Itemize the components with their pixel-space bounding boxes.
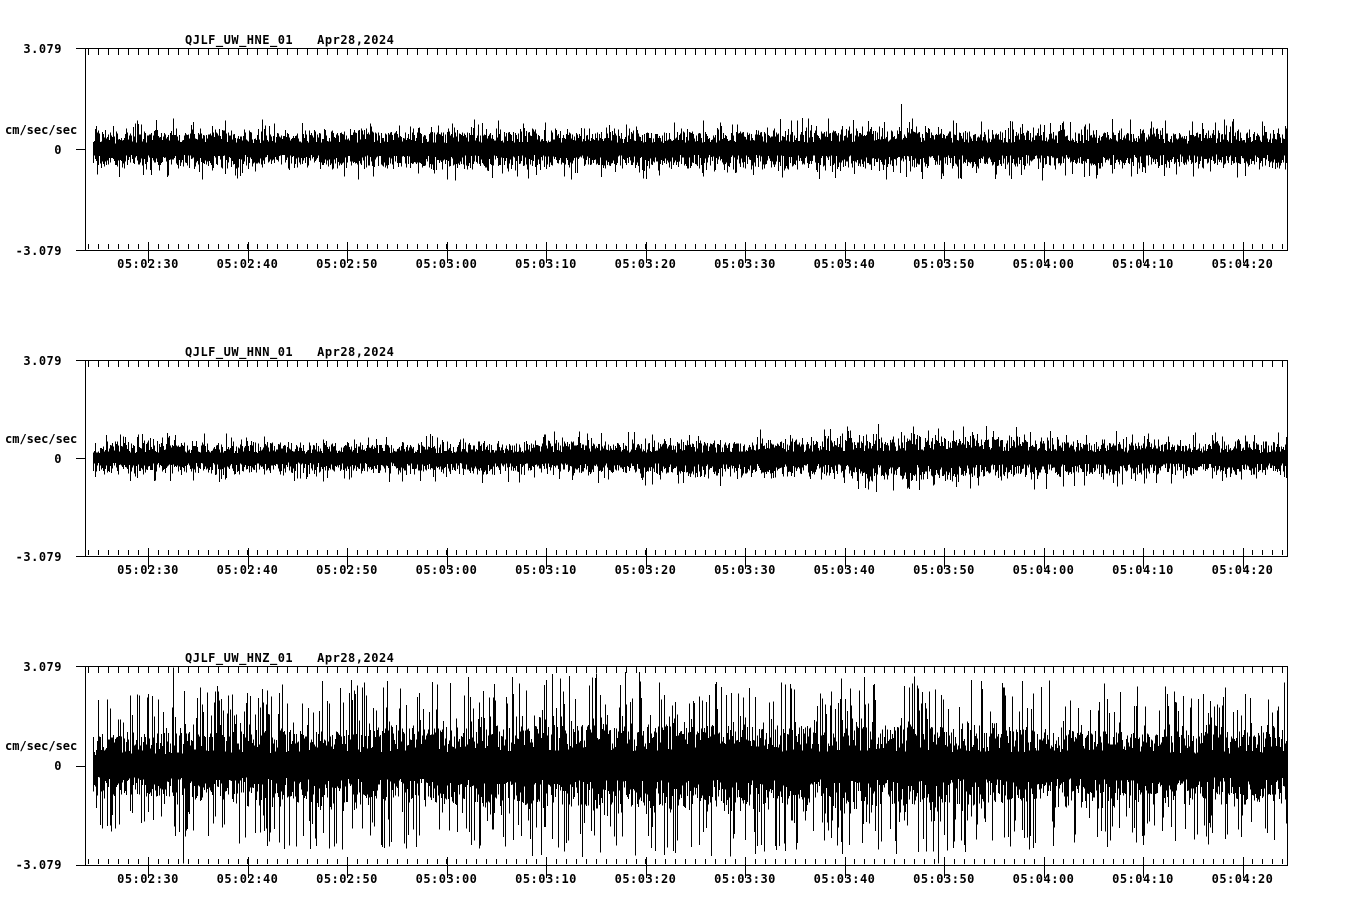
time-tick-label: 05:04:20 [1211, 563, 1274, 577]
y-min-label: -3.079 [15, 244, 62, 258]
panel-hnz-title: QJLF_UW_HNZ_01 Apr28,2024 [185, 651, 394, 665]
time-tick-label: 05:02:40 [216, 257, 279, 271]
y-units-label: cm/sec/sec [5, 123, 78, 137]
time-tick-label: 05:03:00 [415, 563, 478, 577]
y-min-label: -3.079 [15, 550, 62, 564]
time-tick-label: 05:02:30 [117, 257, 179, 271]
time-tick-label: 05:03:40 [813, 257, 876, 271]
time-tick-label: 05:02:40 [216, 563, 279, 577]
seismic-trace-hne [93, 103, 1287, 181]
y-units-label: cm/sec/sec [5, 432, 78, 446]
time-tick-label: 05:04:10 [1112, 872, 1174, 886]
time-tick-label: 05:03:40 [813, 563, 876, 577]
seismic-trace-hnz [93, 667, 1287, 864]
time-tick-label: 05:04:10 [1112, 563, 1174, 577]
trace-date-label: Apr28,2024 [317, 33, 395, 47]
time-tick-label: 05:02:30 [117, 872, 179, 886]
time-tick-label: 05:02:50 [316, 257, 378, 271]
trace-station-label: QJLF_UW_HNZ_01 [185, 651, 294, 665]
time-tick-label: 05:03:20 [614, 563, 677, 577]
time-tick-label: 05:03:10 [515, 257, 577, 271]
time-tick-label: 05:04:00 [1012, 872, 1075, 886]
waveform-plot-hnz [76, 666, 1288, 878]
time-tick-label: 05:03:30 [714, 563, 776, 577]
time-tick-label: 05:03:00 [415, 872, 478, 886]
time-tick-label: 05:04:00 [1012, 257, 1075, 271]
panel-hne-title: QJLF_UW_HNE_01 Apr28,2024 [185, 33, 394, 47]
trace-date-label: Apr28,2024 [317, 345, 395, 359]
time-axis-labels-hne: 05:02:30 05:02:40 05:02:50 05:03:00 05:03:10… [85, 257, 1287, 273]
time-tick-label: 05:03:30 [714, 257, 776, 271]
time-tick-label: 05:03:50 [913, 563, 975, 577]
y-units-label: cm/sec/sec [5, 739, 78, 753]
trace-station-label: QJLF_UW_HNN_01 [185, 345, 294, 359]
time-tick-label: 05:03:20 [614, 257, 677, 271]
time-tick-label: 05:03:50 [913, 257, 975, 271]
time-axis-labels-hnn: 05:02:30 05:02:40 05:02:50 05:03:00 05:03:10… [85, 563, 1287, 579]
time-tick-label: 05:03:10 [515, 563, 577, 577]
time-tick-label: 05:03:20 [614, 872, 677, 886]
time-tick-label: 05:03:40 [813, 872, 876, 886]
y-zero-label: 0 [54, 452, 62, 466]
y-max-label: 3.079 [23, 42, 62, 56]
y-zero-label: 0 [54, 143, 62, 157]
time-tick-label: 05:03:10 [515, 872, 577, 886]
plot-frame [85, 666, 1288, 866]
plot-frame [85, 48, 1288, 251]
trace-station-label: QJLF_UW_HNE_01 [185, 33, 294, 47]
time-tick-label: 05:02:50 [316, 872, 378, 886]
time-tick-label: 05:02:50 [316, 563, 378, 577]
trace-date-label: Apr28,2024 [317, 651, 395, 665]
time-tick-label: 05:03:30 [714, 872, 776, 886]
time-tick-label: 05:04:00 [1012, 563, 1075, 577]
y-zero-label: 0 [54, 759, 62, 773]
y-max-label: 3.079 [23, 660, 62, 674]
plot-frame [85, 360, 1288, 557]
time-tick-label: 05:04:10 [1112, 257, 1174, 271]
time-tick-label: 05:02:30 [117, 563, 179, 577]
waveform-plot-hnn [76, 360, 1288, 569]
time-tick-label: 05:02:40 [216, 872, 279, 886]
time-tick-label: 05:03:00 [415, 257, 478, 271]
y-max-label: 3.079 [23, 354, 62, 368]
seismic-trace-hnn [93, 424, 1287, 492]
time-tick-label: 05:03:50 [913, 872, 975, 886]
y-min-label: -3.079 [15, 858, 62, 872]
time-tick-label: 05:04:20 [1211, 257, 1274, 271]
time-axis-labels-hnz: 05:02:30 05:02:40 05:02:50 05:03:00 05:03:10… [85, 872, 1287, 888]
panel-hnn-title: QJLF_UW_HNN_01 Apr28,2024 [185, 345, 394, 359]
waveform-plot-hne [76, 48, 1288, 263]
time-tick-label: 05:04:20 [1211, 872, 1274, 886]
